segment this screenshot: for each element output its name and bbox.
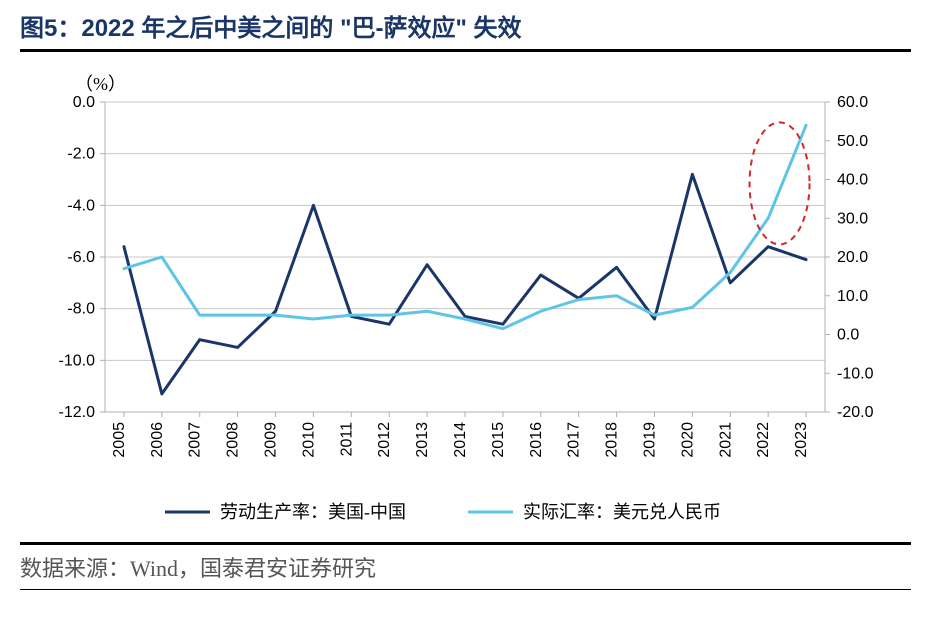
xtick-label: 2010 xyxy=(300,422,317,458)
xtick-label: 2014 xyxy=(452,422,469,458)
figure-container: 图5：2022 年之后中美之间的 "巴-萨效应" 失效 （%）0.0-2.0-4… xyxy=(0,0,931,621)
xtick-label: 2016 xyxy=(528,422,545,458)
dual-axis-line-chart: （%）0.0-2.0-4.0-6.0-8.0-10.0-12.060.050.0… xyxy=(20,62,911,542)
ytick-left-label: -4.0 xyxy=(67,197,95,214)
xtick-label: 2021 xyxy=(717,422,734,458)
ytick-left-label: -6.0 xyxy=(67,249,95,266)
xtick-label: 2023 xyxy=(793,422,810,458)
ytick-left-label: -10.0 xyxy=(59,352,96,369)
xtick-label: 2017 xyxy=(566,422,583,458)
legend-label: 劳动生产率：美国-中国 xyxy=(220,502,406,522)
xtick-label: 2022 xyxy=(755,422,772,458)
xtick-label: 2018 xyxy=(604,422,621,458)
ytick-left-label: -12.0 xyxy=(59,404,96,421)
xtick-label: 2005 xyxy=(111,422,128,458)
xtick-label: 2006 xyxy=(149,422,166,458)
ytick-right-label: 50.0 xyxy=(837,133,868,150)
series-line xyxy=(124,174,806,394)
ytick-right-label: 0.0 xyxy=(837,327,859,344)
ytick-right-label: 30.0 xyxy=(837,210,868,227)
chart-wrap: （%）0.0-2.0-4.0-6.0-8.0-10.0-12.060.050.0… xyxy=(0,52,931,542)
ytick-right-label: -10.0 xyxy=(837,365,874,382)
xtick-label: 2019 xyxy=(641,422,658,458)
ytick-right-label: 20.0 xyxy=(837,249,868,266)
xtick-label: 2012 xyxy=(376,422,393,458)
xtick-label: 2015 xyxy=(490,422,507,458)
xtick-label: 2008 xyxy=(225,422,242,458)
xtick-label: 2020 xyxy=(679,422,696,458)
legend-label: 实际汇率：美元兑人民币 xyxy=(523,502,721,522)
series-line xyxy=(124,125,806,328)
ytick-right-label: 10.0 xyxy=(837,288,868,305)
bottom-rule-thin xyxy=(20,589,911,590)
unit-label: （%） xyxy=(75,74,126,94)
ytick-left-label: -8.0 xyxy=(67,301,95,318)
ytick-left-label: 0.0 xyxy=(73,94,95,111)
ytick-right-label: -20.0 xyxy=(837,404,874,421)
data-source: 数据来源：Wind，国泰君安证券研究 xyxy=(0,545,931,589)
ytick-left-label: -2.0 xyxy=(67,146,95,163)
ytick-right-label: 60.0 xyxy=(837,94,868,111)
xtick-label: 2007 xyxy=(187,422,204,458)
xtick-label: 2009 xyxy=(263,422,280,458)
figure-title: 图5：2022 年之后中美之间的 "巴-萨效应" 失效 xyxy=(0,0,931,49)
ytick-right-label: 40.0 xyxy=(837,172,868,189)
xtick-label: 2011 xyxy=(338,422,355,457)
xtick-label: 2013 xyxy=(414,422,431,458)
